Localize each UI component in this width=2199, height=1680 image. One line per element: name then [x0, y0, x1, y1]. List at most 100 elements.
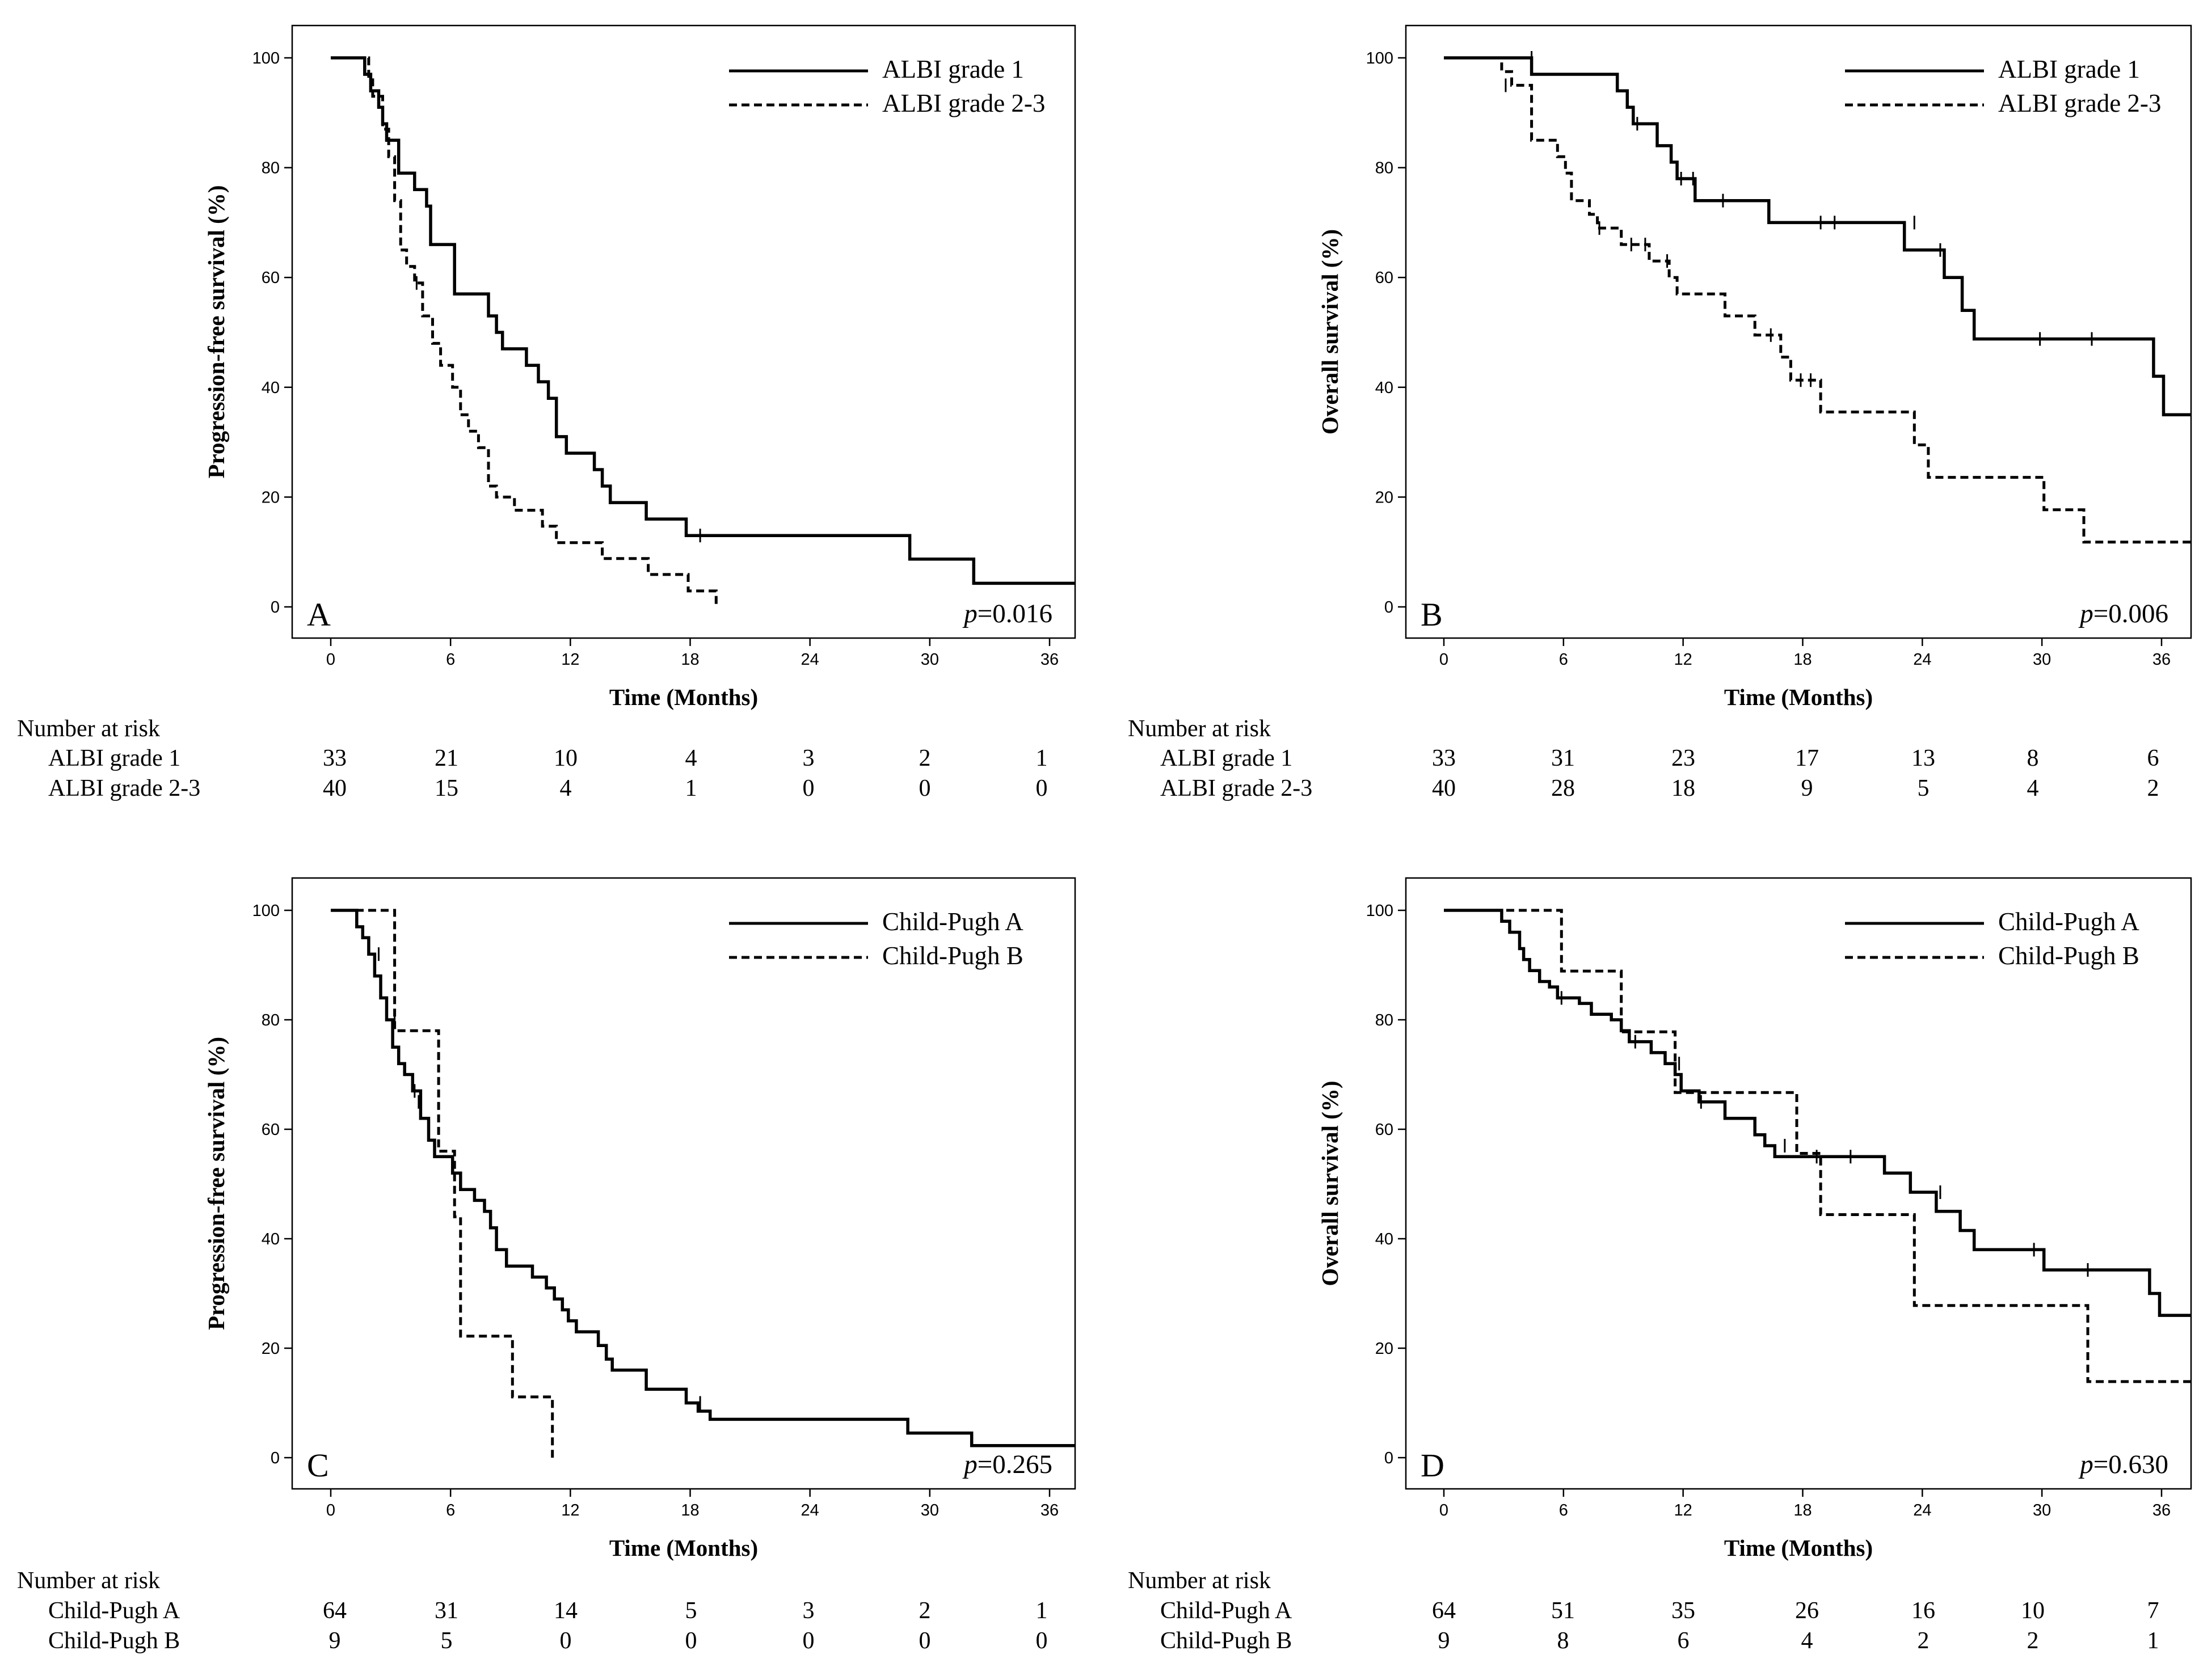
y-tick-label: 20 — [1375, 1340, 1393, 1358]
risk-count: 5 — [685, 1598, 697, 1624]
risk-row-label: ALBI grade 1 — [48, 745, 180, 771]
x-tick-label: 24 — [801, 1501, 819, 1519]
p-value-number: =0.265 — [978, 1450, 1052, 1479]
risk-table-title: Number at risk — [1128, 1568, 1271, 1594]
risk-count: 1 — [1036, 1598, 1048, 1624]
panel-letter: D — [1421, 1447, 1444, 1484]
y-tick-label: 80 — [1375, 159, 1393, 178]
risk-count: 10 — [554, 745, 578, 771]
y-tick-label: 100 — [1366, 49, 1393, 67]
series-line-2 — [1444, 909, 2191, 1383]
series-line-1 — [1444, 56, 2191, 416]
risk-count: 6 — [1678, 1628, 1690, 1654]
risk-count: 1 — [1036, 745, 1048, 771]
legend-label-2: Child-Pugh B — [882, 942, 1023, 970]
x-tick-label: 36 — [2152, 651, 2171, 669]
y-tick-label: 0 — [1384, 1449, 1393, 1467]
p-value: p=0.016 — [962, 599, 1052, 628]
risk-count: 4 — [2027, 775, 2039, 801]
risk-count: 16 — [1911, 1598, 1935, 1624]
risk-count: 10 — [2021, 1598, 2045, 1624]
risk-count: 2 — [2147, 775, 2159, 801]
risk-row-label: Child-Pugh A — [48, 1598, 180, 1624]
x-tick-label: 36 — [2152, 1501, 2171, 1519]
risk-count: 4 — [685, 745, 697, 771]
risk-table-title: Number at risk — [17, 716, 160, 742]
risk-count: 0 — [560, 1628, 572, 1654]
x-tick-label: 12 — [561, 1501, 579, 1519]
x-axis-label: Time (Months) — [609, 684, 758, 710]
y-tick-label: 40 — [262, 379, 280, 397]
series-line-2 — [331, 56, 718, 607]
x-tick-label: 0 — [326, 651, 335, 669]
risk-row-label: Child-Pugh A — [1160, 1598, 1292, 1624]
p-value: p=0.630 — [2078, 1450, 2168, 1479]
y-tick-label: 0 — [271, 1449, 280, 1467]
risk-count: 0 — [1036, 1628, 1048, 1654]
p-value-number: =0.016 — [978, 599, 1052, 628]
y-tick-label: 40 — [1375, 379, 1393, 397]
x-axis-label: Time (Months) — [1724, 1535, 1873, 1561]
risk-count: 1 — [2147, 1628, 2159, 1654]
x-tick-label: 18 — [681, 651, 699, 669]
y-tick-label: 0 — [1384, 598, 1393, 617]
x-axis-label: Time (Months) — [1724, 684, 1873, 710]
risk-count: 51 — [1551, 1598, 1575, 1624]
x-tick-label: 6 — [446, 1501, 455, 1519]
x-tick-label: 12 — [1674, 651, 1692, 669]
p-value: p=0.006 — [2078, 599, 2168, 628]
y-tick-label: 100 — [1366, 902, 1393, 920]
x-tick-label: 0 — [326, 1501, 335, 1519]
risk-count: 17 — [1795, 745, 1819, 771]
risk-count: 23 — [1671, 745, 1695, 771]
risk-table-title: Number at risk — [1128, 716, 1271, 742]
panel-letter: C — [307, 1447, 329, 1484]
panel-letter: A — [307, 596, 331, 633]
plot-frame — [291, 24, 1076, 639]
risk-row-label: Child-Pugh B — [48, 1628, 180, 1654]
risk-count: 0 — [685, 1628, 697, 1654]
plot-frame — [1405, 877, 2192, 1490]
series-line-1 — [1444, 909, 2191, 1317]
risk-count: 0 — [1036, 775, 1048, 801]
legend-label-1: ALBI grade 1 — [882, 55, 1024, 83]
y-tick-label: 40 — [262, 1230, 280, 1248]
risk-count: 40 — [323, 775, 347, 801]
series-line-1 — [331, 56, 1075, 585]
risk-count: 31 — [435, 1598, 458, 1624]
risk-count: 2 — [1918, 1628, 1930, 1654]
risk-row-label: ALBI grade 1 — [1160, 745, 1292, 771]
legend-label-2: Child-Pugh B — [1998, 942, 2139, 970]
x-tick-label: 18 — [1793, 1501, 1812, 1519]
y-axis-label: Progression-free survival (%) — [203, 1037, 229, 1330]
p-value-number: =0.006 — [2093, 599, 2168, 628]
plot-frame — [291, 877, 1076, 1490]
series-line-1 — [331, 909, 1075, 1447]
risk-count: 15 — [435, 775, 458, 801]
y-tick-label: 100 — [252, 49, 280, 67]
p-value-symbol: p — [962, 599, 978, 628]
series-line-2 — [1444, 56, 2191, 544]
p-value-symbol: p — [2078, 1450, 2093, 1479]
risk-count: 3 — [803, 745, 815, 771]
x-tick-label: 12 — [561, 651, 579, 669]
x-tick-label: 6 — [1559, 1501, 1568, 1519]
x-tick-label: 18 — [681, 1501, 699, 1519]
y-tick-label: 60 — [262, 269, 280, 287]
y-tick-label: 40 — [1375, 1230, 1393, 1248]
x-tick-label: 30 — [921, 651, 939, 669]
risk-table-title: Number at risk — [17, 1568, 160, 1594]
risk-count: 9 — [329, 1628, 341, 1654]
risk-count: 8 — [2027, 745, 2039, 771]
p-value: p=0.265 — [962, 1450, 1052, 1479]
risk-count: 2 — [919, 745, 931, 771]
risk-count: 6 — [2147, 745, 2159, 771]
p-value-symbol: p — [962, 1450, 978, 1479]
risk-count: 0 — [803, 775, 815, 801]
x-tick-label: 18 — [1793, 651, 1812, 669]
y-tick-label: 60 — [1375, 269, 1393, 287]
plot-frame — [1405, 24, 2192, 639]
x-tick-label: 24 — [1913, 651, 1931, 669]
